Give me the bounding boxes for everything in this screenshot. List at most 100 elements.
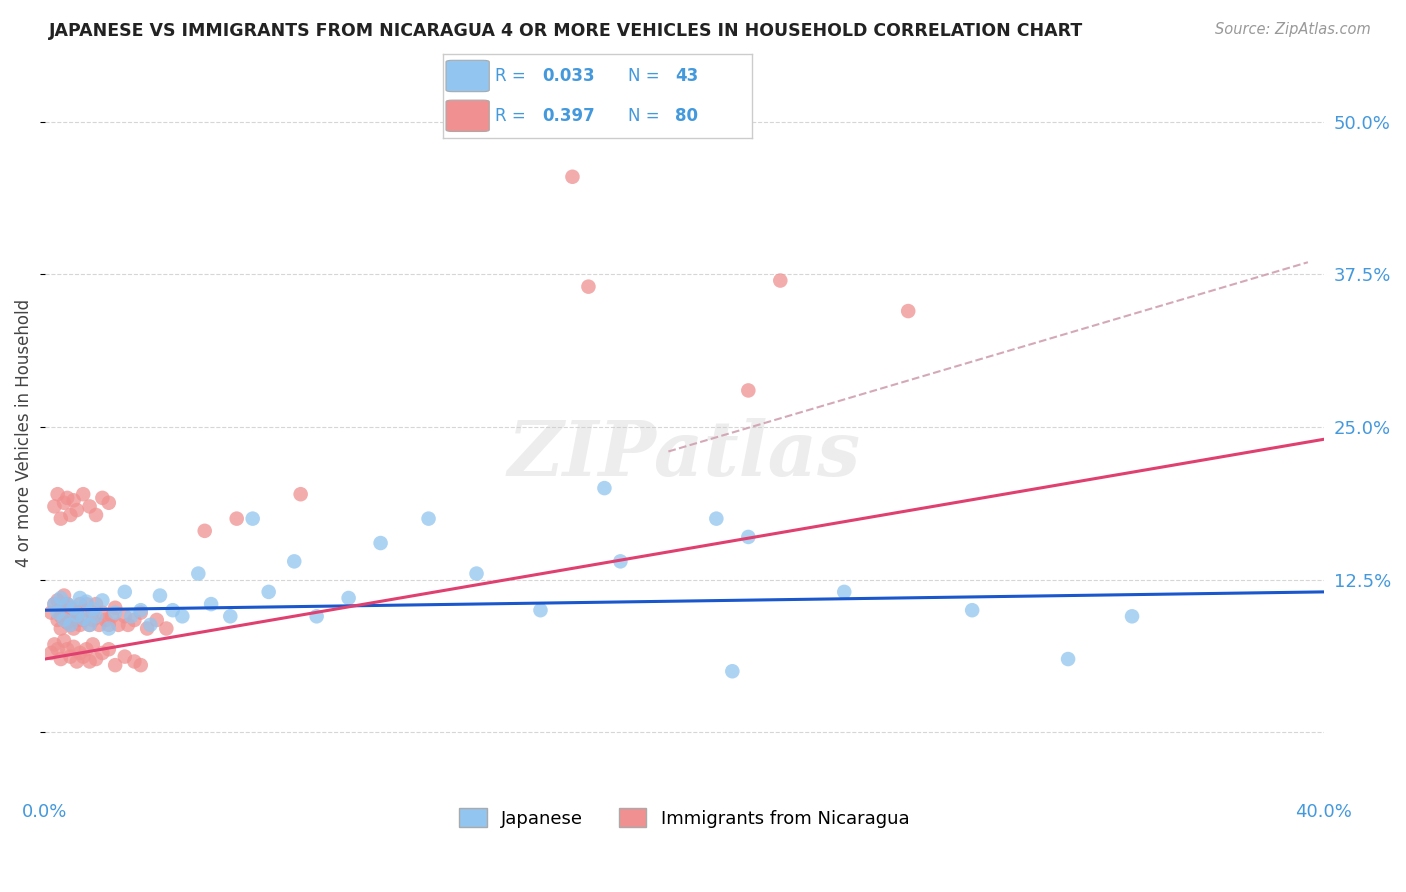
Point: [44, 500, 66, 514]
Point: [53, 633, 76, 648]
Point: [69, 597, 91, 611]
Point: [44, 597, 66, 611]
Point: [75, 595, 97, 609]
Point: [75, 642, 97, 657]
Point: [49, 609, 72, 624]
Point: [465, 566, 488, 581]
Point: [101, 609, 124, 624]
Point: [172, 609, 194, 624]
Point: [59, 618, 82, 632]
Point: [39, 606, 62, 620]
Point: [194, 524, 217, 538]
Point: [49, 652, 72, 666]
Point: [145, 613, 167, 627]
Point: [337, 591, 360, 605]
Text: R =: R =: [495, 107, 531, 125]
Point: [124, 655, 146, 669]
Text: N =: N =: [628, 68, 665, 86]
Point: [59, 508, 82, 522]
Point: [79, 618, 101, 632]
Text: N =: N =: [628, 107, 665, 125]
Point: [91, 606, 114, 620]
Text: JAPANESE VS IMMIGRANTS FROM NICARAGUA 4 OR MORE VEHICLES IN HOUSEHOLD CORRELATIO: JAPANESE VS IMMIGRANTS FROM NICARAGUA 4 …: [49, 22, 1084, 40]
FancyBboxPatch shape: [446, 61, 489, 92]
Point: [56, 597, 79, 611]
FancyBboxPatch shape: [446, 100, 489, 131]
Point: [97, 642, 120, 657]
Point: [578, 279, 600, 293]
Point: [124, 613, 146, 627]
Point: [84, 597, 107, 611]
Point: [97, 622, 120, 636]
Point: [960, 603, 983, 617]
Point: [66, 655, 89, 669]
Point: [72, 612, 94, 626]
Point: [53, 589, 76, 603]
Point: [1057, 652, 1080, 666]
Point: [72, 613, 94, 627]
Point: [155, 622, 177, 636]
Point: [72, 487, 94, 501]
Point: [53, 496, 76, 510]
Point: [91, 646, 114, 660]
Point: [39, 646, 62, 660]
Point: [84, 652, 107, 666]
Point: [69, 646, 91, 660]
Point: [62, 640, 84, 654]
Point: [44, 637, 66, 651]
Point: [59, 600, 82, 615]
Point: [104, 658, 127, 673]
Point: [257, 585, 280, 599]
Point: [82, 602, 104, 616]
Point: [56, 615, 79, 630]
Point: [56, 642, 79, 657]
Point: [46, 642, 69, 657]
Point: [219, 609, 242, 624]
Point: [46, 487, 69, 501]
Point: [49, 600, 72, 615]
Point: [283, 554, 305, 568]
Point: [129, 606, 152, 620]
Point: [149, 589, 172, 603]
Point: [200, 597, 222, 611]
Point: [370, 536, 392, 550]
Point: [107, 618, 129, 632]
Point: [704, 511, 727, 525]
Point: [49, 591, 72, 605]
Point: [66, 606, 89, 620]
Point: [139, 618, 162, 632]
Point: [418, 511, 440, 525]
Point: [114, 609, 136, 624]
Point: [53, 606, 76, 620]
Point: [89, 618, 111, 632]
Point: [72, 603, 94, 617]
Point: [737, 384, 759, 398]
Point: [59, 649, 82, 664]
Point: [609, 554, 631, 568]
Text: 80: 80: [675, 107, 697, 125]
Point: [242, 511, 264, 525]
Point: [49, 622, 72, 636]
Point: [104, 600, 127, 615]
Point: [79, 655, 101, 669]
Point: [62, 622, 84, 636]
Point: [129, 658, 152, 673]
Point: [66, 503, 89, 517]
Point: [162, 603, 184, 617]
Point: [62, 609, 84, 624]
Point: [529, 603, 551, 617]
Text: R =: R =: [495, 68, 531, 86]
Point: [59, 618, 82, 632]
Point: [44, 597, 66, 611]
Point: [69, 618, 91, 632]
Point: [56, 597, 79, 611]
Point: [84, 609, 107, 624]
Point: [832, 585, 855, 599]
Point: [94, 613, 117, 627]
Text: ZIPatlas: ZIPatlas: [508, 417, 860, 491]
Text: Source: ZipAtlas.com: Source: ZipAtlas.com: [1215, 22, 1371, 37]
Point: [769, 274, 792, 288]
Point: [136, 622, 159, 636]
Point: [104, 606, 127, 620]
Point: [82, 606, 104, 620]
